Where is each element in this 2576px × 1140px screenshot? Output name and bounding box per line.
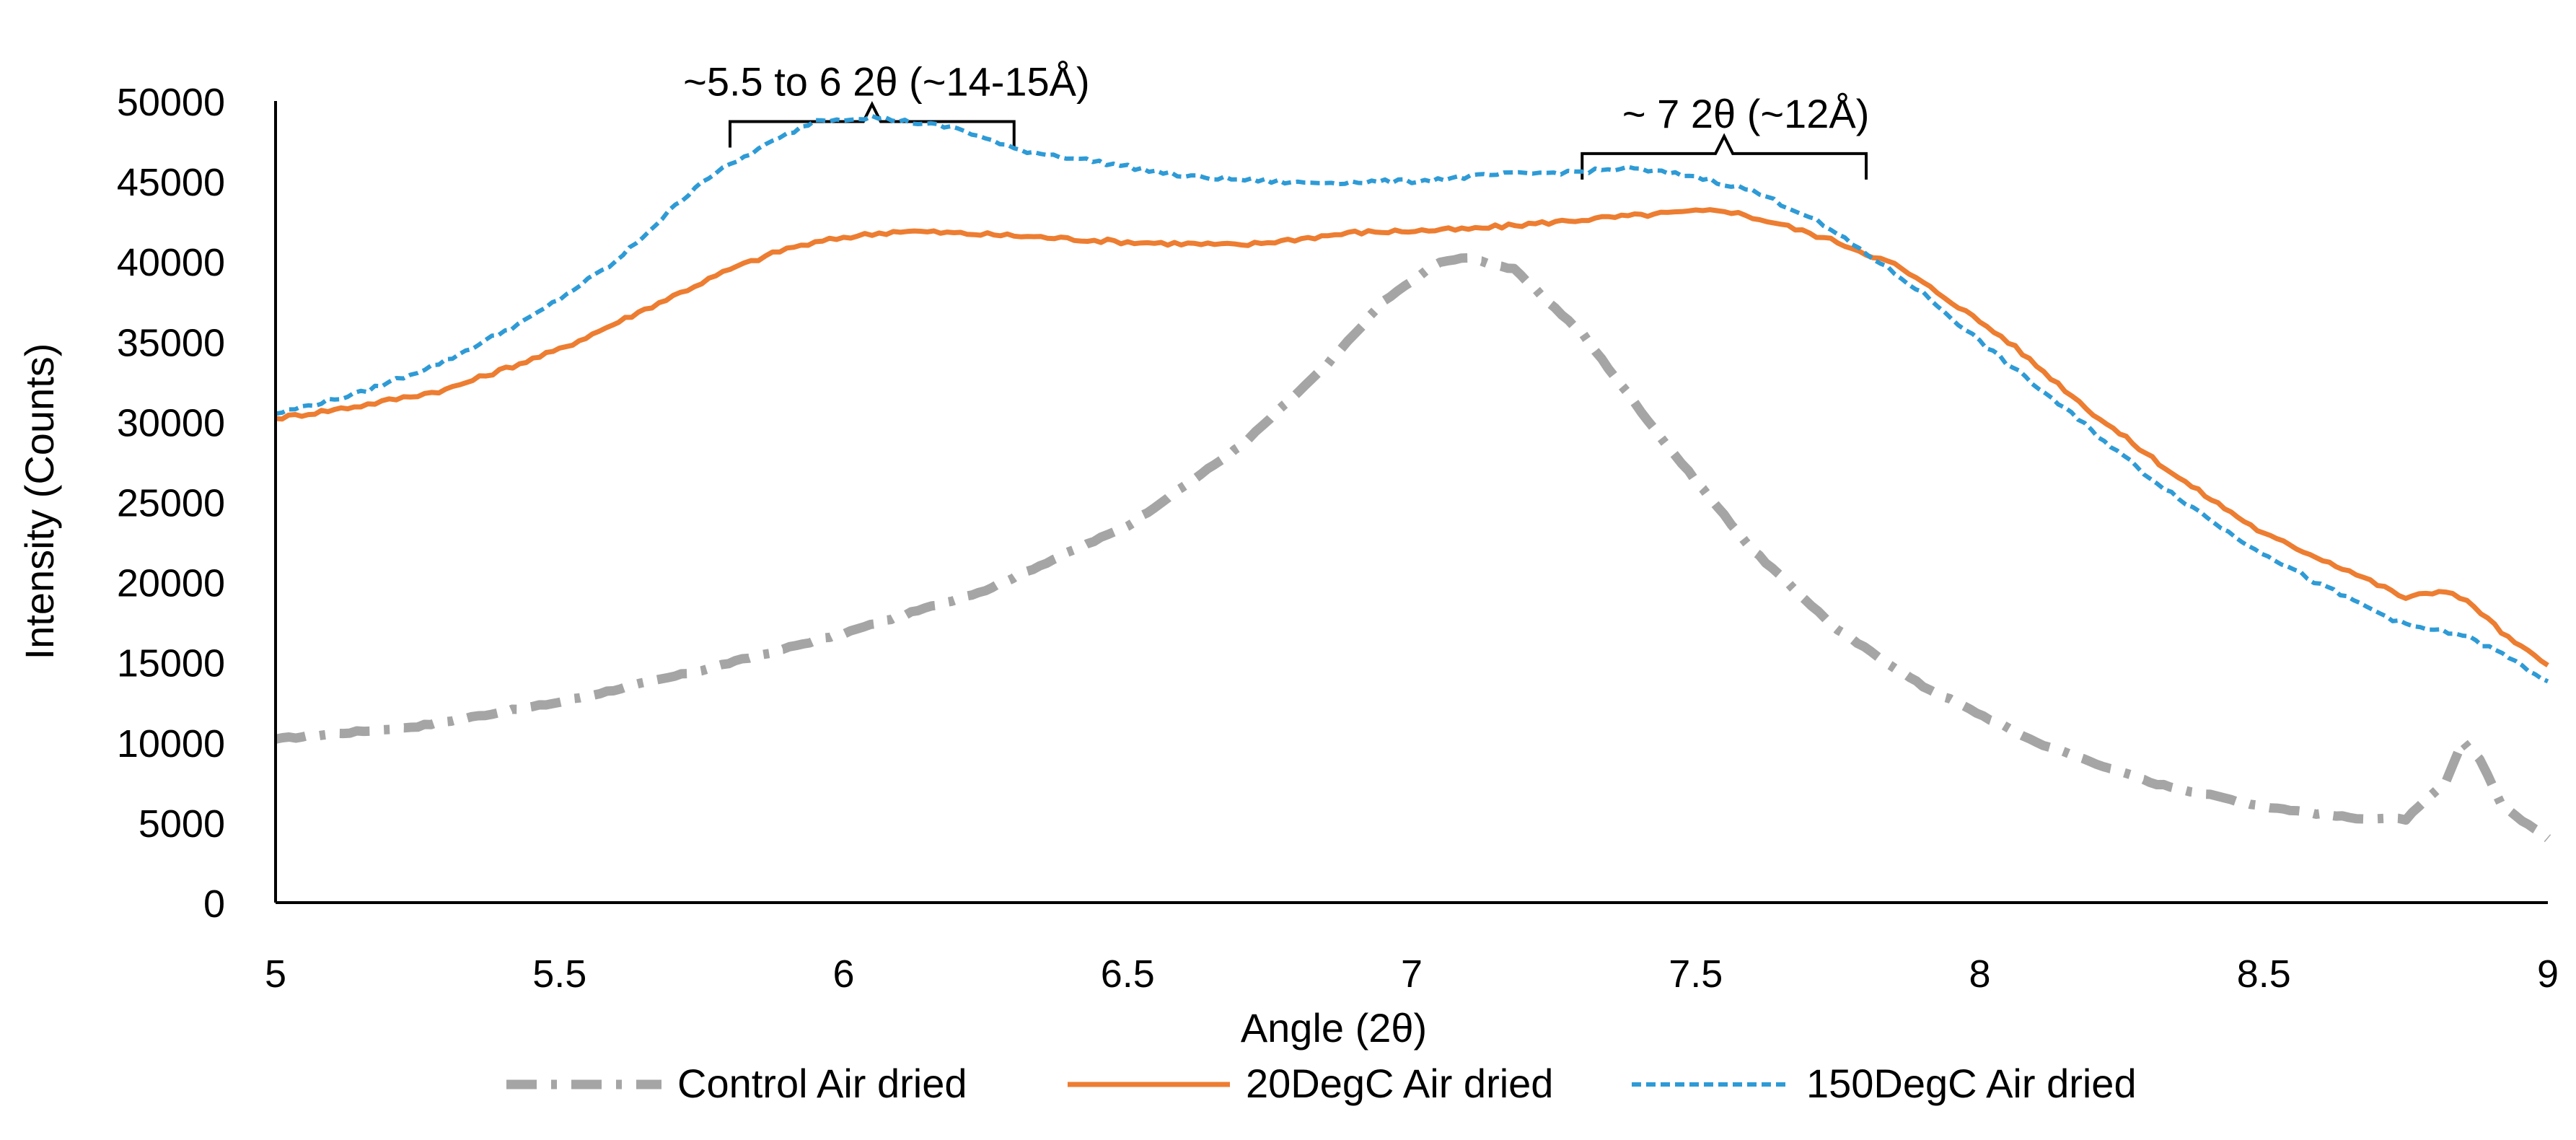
y-tick-label: 10000 [117,722,225,766]
y-tick-label: 35000 [117,321,225,364]
y-tick-label: 40000 [117,241,225,284]
y-tick-label: 45000 [117,161,225,204]
y-tick-label: 5000 [139,802,225,846]
x-tick-label: 8 [1969,952,1990,996]
y-tick-label: 0 [203,882,225,926]
x-tick-label: 6.5 [1101,952,1155,996]
legend-label: 150DegC Air dried [1806,1061,2137,1106]
annotation-bracket [729,100,1016,148]
y-tick-label: 15000 [117,642,225,685]
x-tick-label: 5 [265,952,286,996]
x-tick-label: 5.5 [532,952,586,996]
y-tick-label: 50000 [117,81,225,124]
series-line [274,253,2551,843]
x-tick-label: 8.5 [2237,952,2291,996]
x-tick-label: 9 [2537,952,2559,996]
axes-layer [274,101,2548,904]
x-tick-label: 7.5 [1669,952,1723,996]
legend-label: Control Air dried [677,1061,967,1106]
y-tick-label: 30000 [117,401,225,444]
legend-label: 20DegC Air dried [1246,1061,1553,1106]
annotation-label: ~5.5 to 6 2θ (~14-15Å) [683,58,1090,104]
x-tick-label: 7 [1401,952,1423,996]
x-axis-title: Angle (2θ) [1241,1005,1427,1051]
ticks-layer: 0 5000 10000 15000 20000 25000 30000 35000 40000… [117,81,2559,996]
series-layer [274,113,2551,843]
y-tick-label: 25000 [117,482,225,525]
y-axis-title: Intensity (Counts) [17,343,62,660]
series-line [275,113,2549,684]
annotation-bracket [1581,133,1868,180]
x-tick-label: 6 [832,952,854,996]
legend: Control Air dried 20DegC Air dried 150DegC… [506,1061,2137,1106]
annotation-label: ~ 7 2θ (~12Å) [1622,91,1869,136]
annotations-layer: ~5.5 to 6 2θ (~14-15Å) ~ 7 2θ (~12Å) [683,58,1869,180]
series-line [275,207,2549,668]
y-tick-label: 20000 [117,562,225,605]
